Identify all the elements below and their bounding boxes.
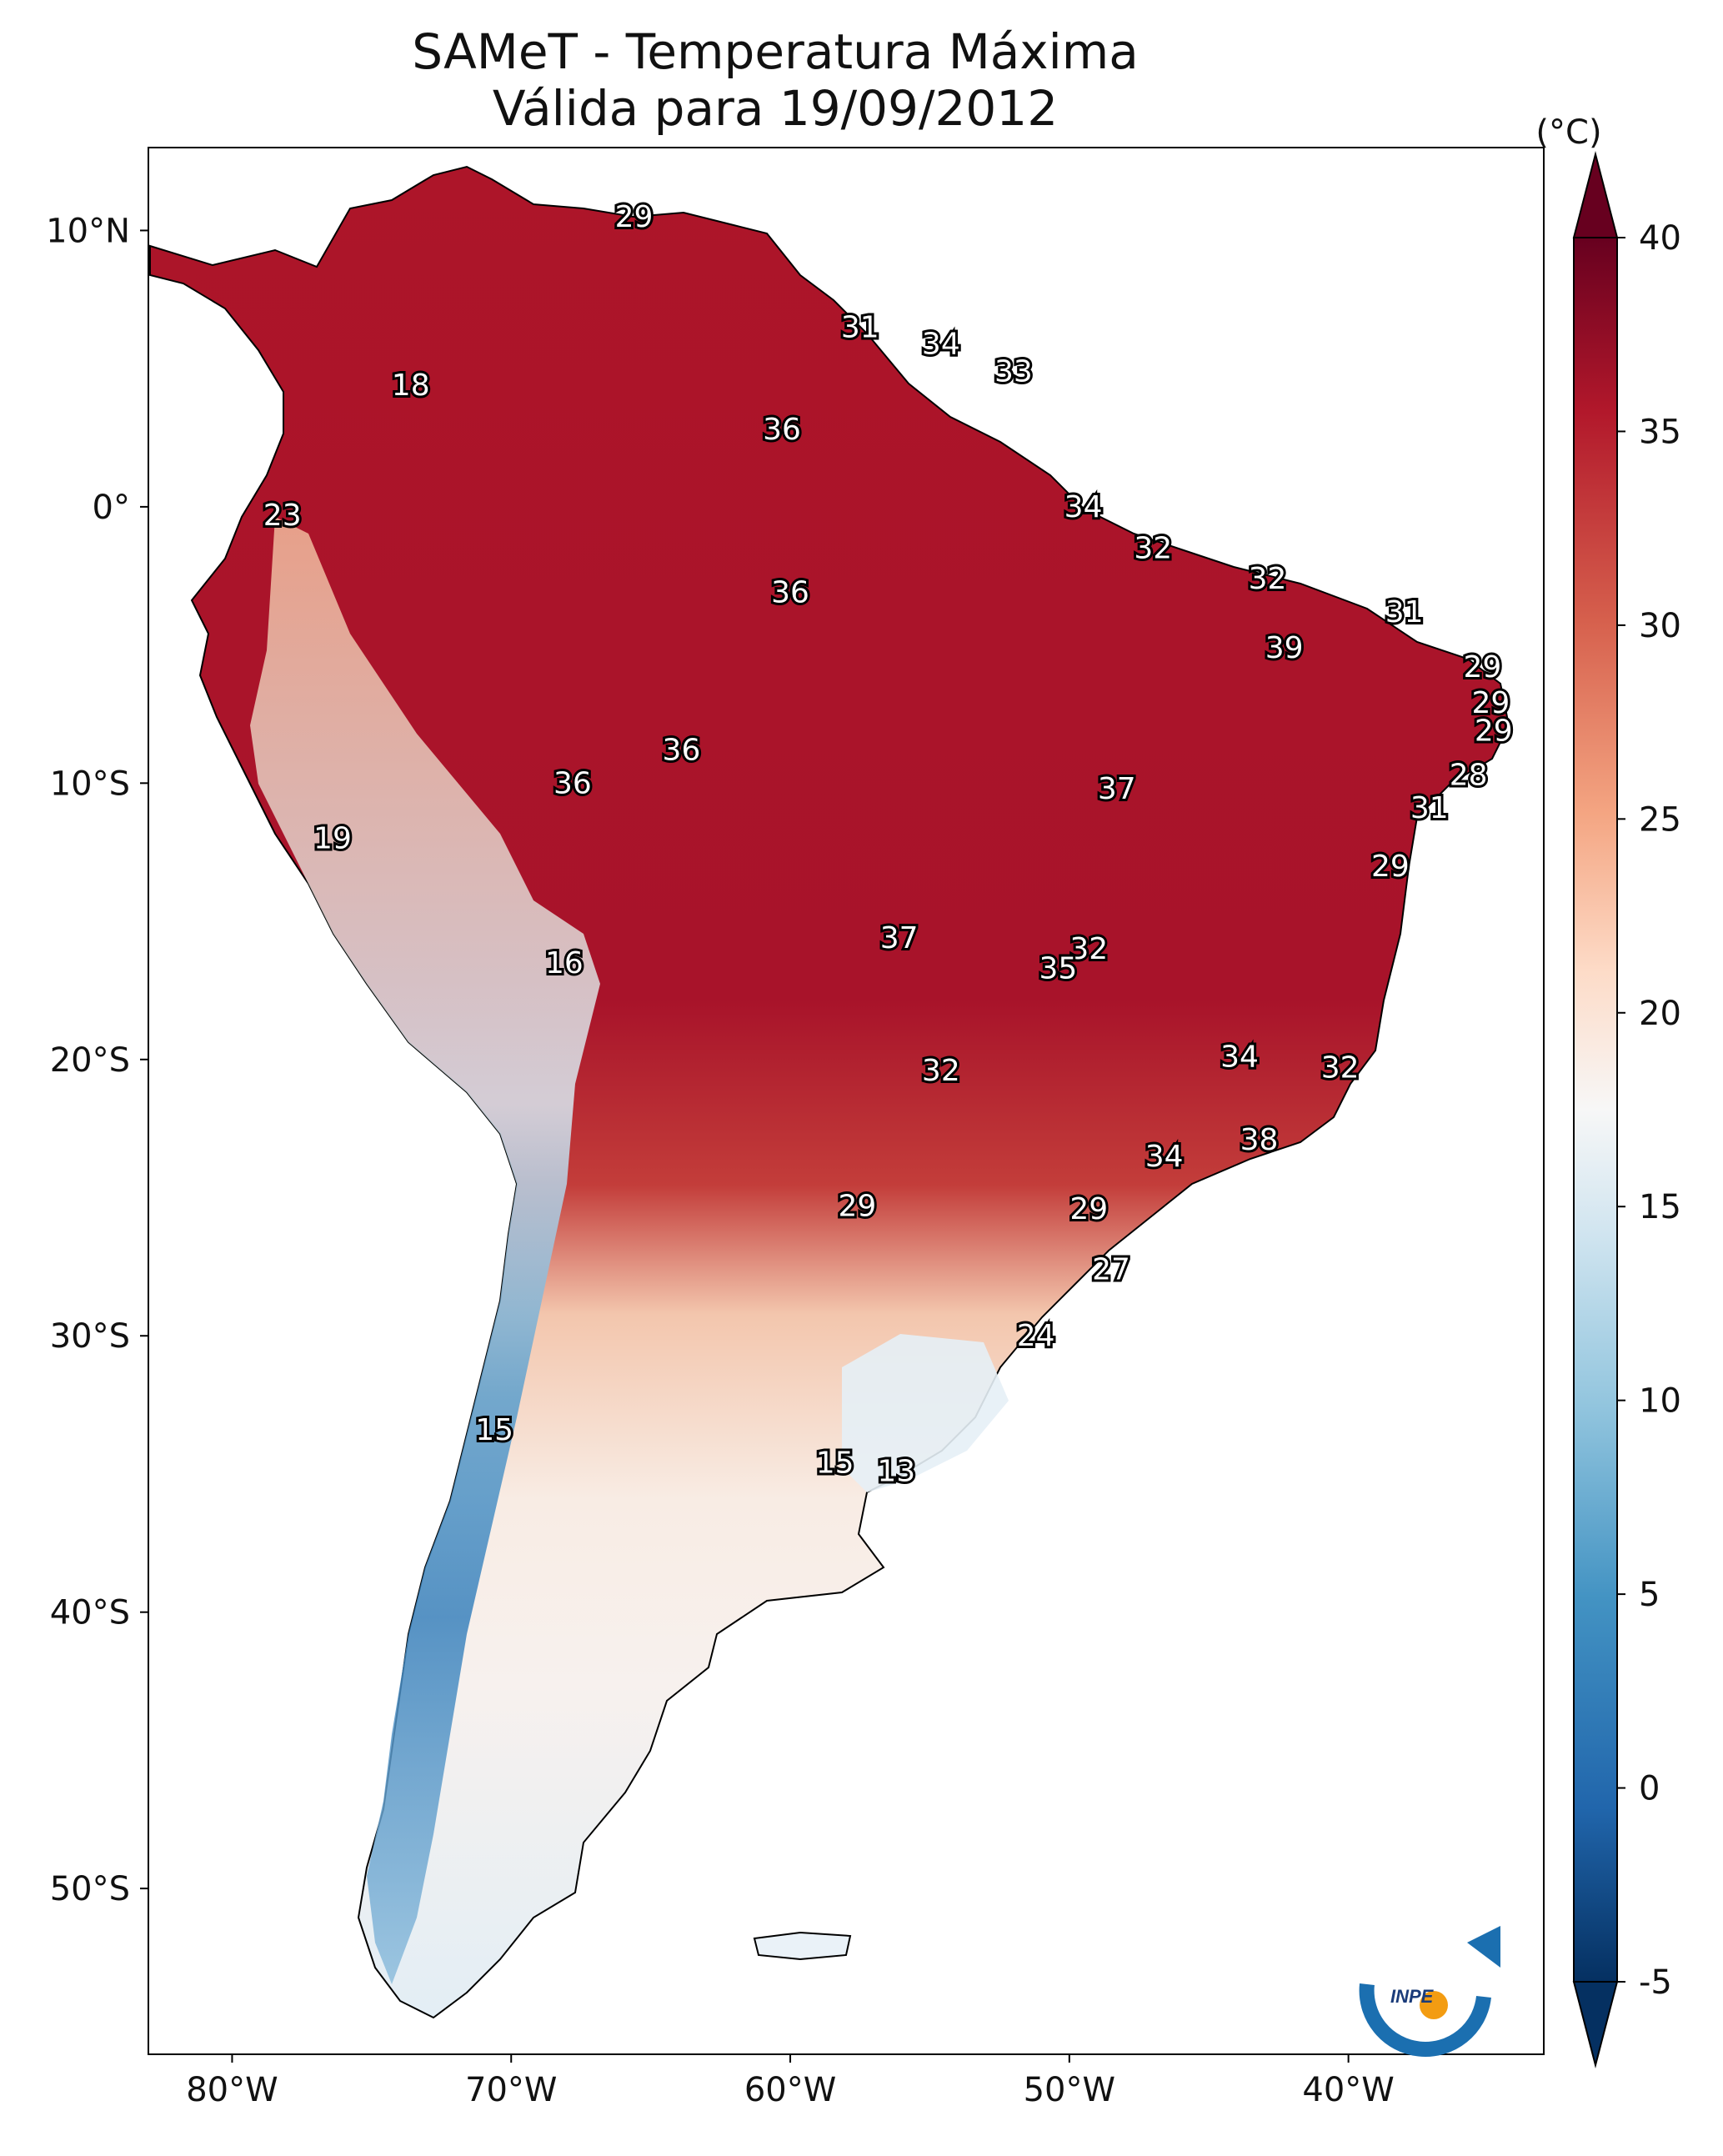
logo-orbit-icon <box>1359 1983 1491 2057</box>
colorbar-tick-label: 0 <box>1639 1770 1660 1808</box>
latitude-axis: 10°N 0° 10°S 20°S 30°S 40°S 50°S <box>46 212 148 1908</box>
lat-tick-label: 40°S <box>50 1594 130 1632</box>
lat-tick-label: 20°S <box>50 1041 130 1080</box>
lat-tick-label: 50°S <box>50 1870 130 1908</box>
colorbar-tick-label: 15 <box>1639 1188 1681 1226</box>
falklands-island <box>753 1931 852 1961</box>
station-value-label: 34 <box>1064 490 1103 524</box>
lat-tick-label: 10°S <box>50 765 130 803</box>
station-value-label: 35 <box>1039 951 1078 985</box>
station-value-label: 29 <box>1371 850 1410 884</box>
station-value-label: 34 <box>1145 1140 1184 1174</box>
station-value-label: 31 <box>1410 791 1449 825</box>
station-value-label: 24 <box>1017 1319 1055 1353</box>
colorbar-tick-label: -5 <box>1639 1963 1672 2002</box>
station-value-label: 15 <box>475 1413 513 1447</box>
title-line-2: Válida para 19/09/2012 <box>492 80 1059 137</box>
colorbar-tick-label: 30 <box>1639 607 1681 645</box>
station-value-label: 32 <box>1249 562 1287 596</box>
colorbar-ticks: 40 35 30 25 20 15 10 5 0 -5 <box>1617 219 1681 2002</box>
colorbar-tick-label: 25 <box>1639 800 1681 839</box>
station-value-label: 29 <box>1069 1192 1108 1226</box>
station-value-label: 37 <box>1098 772 1136 806</box>
station-value-label: 32 <box>1134 532 1172 566</box>
station-value-label: 19 <box>313 822 352 856</box>
title-line-1: SAMeT - Temperatura Máxima <box>412 23 1139 80</box>
station-value-label: 29 <box>615 200 654 234</box>
colorbar-tick-label: 20 <box>1639 995 1681 1033</box>
station-value-label: 37 <box>880 921 919 955</box>
colorbar-tick-label: 35 <box>1639 413 1681 451</box>
lon-tick-label: 80°W <box>186 2071 278 2109</box>
station-value-label: 32 <box>922 1054 960 1088</box>
andes-cold-band <box>250 517 600 1984</box>
station-value-label: 32 <box>1321 1051 1360 1086</box>
station-value-label: 23 <box>263 499 302 533</box>
station-value-label: 29 <box>1471 686 1510 720</box>
station-value-label: 36 <box>771 576 809 610</box>
station-value-label: 27 <box>1092 1253 1130 1287</box>
station-value-label: 29 <box>1475 714 1513 748</box>
longitude-axis: 80°W 70°W 60°W 50°W 40°W <box>186 2054 1395 2109</box>
station-value-label: 36 <box>663 734 701 768</box>
station-value-label: 34 <box>922 327 960 361</box>
station-value-label: 38 <box>1240 1123 1279 1157</box>
logo-arrow-icon <box>1467 1926 1500 1968</box>
colorbar: (°C) 40 35 30 25 20 15 10 5 0 -5 <box>1535 113 1681 2068</box>
inpe-logo: INPE <box>1359 1926 1500 2057</box>
lon-tick-label: 70°W <box>465 2071 557 2109</box>
lon-tick-label: 60°W <box>744 2071 836 2109</box>
station-value-label: 32 <box>1069 932 1108 966</box>
station-value-label: 31 <box>841 310 879 344</box>
uruguay-cool-zone <box>842 1334 1009 1492</box>
station-value-label: 29 <box>1463 650 1501 684</box>
station-value-label: 15 <box>816 1447 854 1481</box>
logo-sun-icon <box>1420 1991 1448 2019</box>
station-value-label: 34 <box>1220 1040 1259 1074</box>
station-value-label: 31 <box>1385 595 1424 629</box>
lon-tick-label: 50°W <box>1024 2071 1115 2109</box>
colorbar-gradient <box>1573 237 1618 1983</box>
colorbar-tick-label: 5 <box>1639 1576 1660 1614</box>
logo-text: INPE <box>1390 1986 1435 2007</box>
station-value-label: 36 <box>763 413 801 447</box>
lat-tick-label: 30°S <box>50 1317 130 1356</box>
colorbar-bottom-arrow <box>1572 1981 1619 2068</box>
colorbar-tick-label: 10 <box>1639 1382 1681 1421</box>
station-value-label: 29 <box>838 1189 876 1223</box>
lat-tick-label: 10°N <box>46 212 130 250</box>
station-value-label: 28 <box>1450 758 1488 792</box>
colorbar-top-arrow <box>1572 151 1619 238</box>
colorbar-unit: (°C) <box>1535 113 1601 152</box>
colorbar-tick-label: 40 <box>1639 219 1681 258</box>
station-value-label: 16 <box>545 946 584 980</box>
station-value-label: 13 <box>877 1455 915 1489</box>
station-value-label: 33 <box>994 354 1033 389</box>
lon-tick-label: 40°W <box>1302 2071 1394 2109</box>
map-title: SAMeT - Temperatura Máxima Válida para 1… <box>0 23 1550 137</box>
station-value-label: 39 <box>1265 631 1304 665</box>
lat-tick-label: 0° <box>93 489 130 527</box>
station-value-label: 18 <box>392 369 430 403</box>
station-value-label: 36 <box>553 766 592 800</box>
